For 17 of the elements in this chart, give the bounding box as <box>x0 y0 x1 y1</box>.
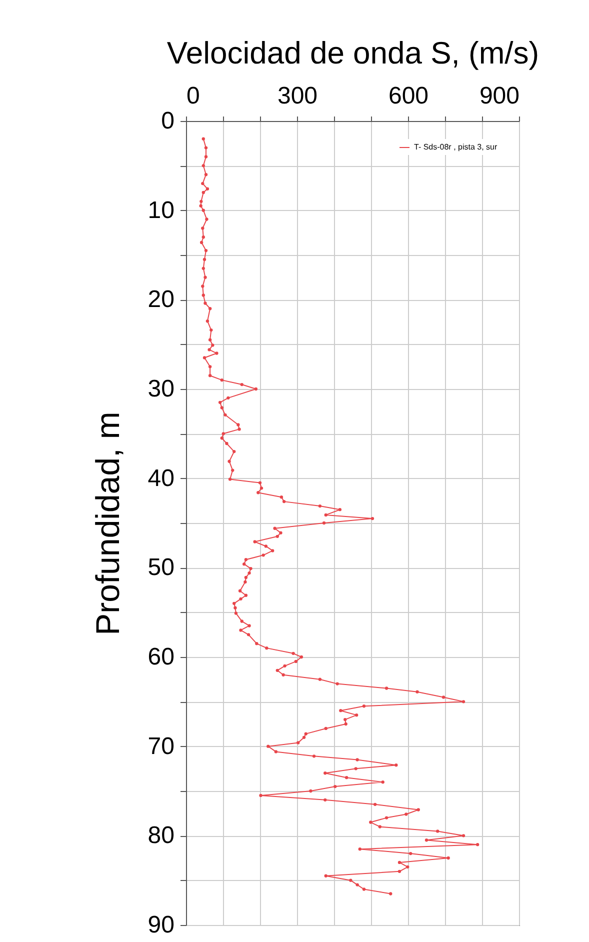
y-tick-label: 10 <box>148 196 174 224</box>
x-tick-label: 0 <box>186 82 200 110</box>
y-axis-title: Profundidad, m <box>88 412 126 636</box>
x-tick-label: 300 <box>277 82 318 110</box>
legend-label: T- Sds-08r , pista 3, sur <box>414 142 498 152</box>
y-tick-label: 0 <box>161 108 174 134</box>
y-tick-label: 20 <box>148 286 174 314</box>
y-tick-label: 30 <box>148 376 174 402</box>
y-tick-label: 90 <box>148 912 174 938</box>
y-tick-label: 70 <box>148 732 174 760</box>
y-tick-label: 40 <box>148 464 174 492</box>
y-tick-label: 60 <box>148 644 174 670</box>
x-axis-title: Velocidad de onda S, (m/s) <box>166 36 540 70</box>
y-tick-label: 80 <box>148 822 174 850</box>
x-tick-label: 900 <box>479 82 520 110</box>
y-tick-label: 50 <box>148 554 174 582</box>
x-tick-label: 600 <box>388 82 429 110</box>
